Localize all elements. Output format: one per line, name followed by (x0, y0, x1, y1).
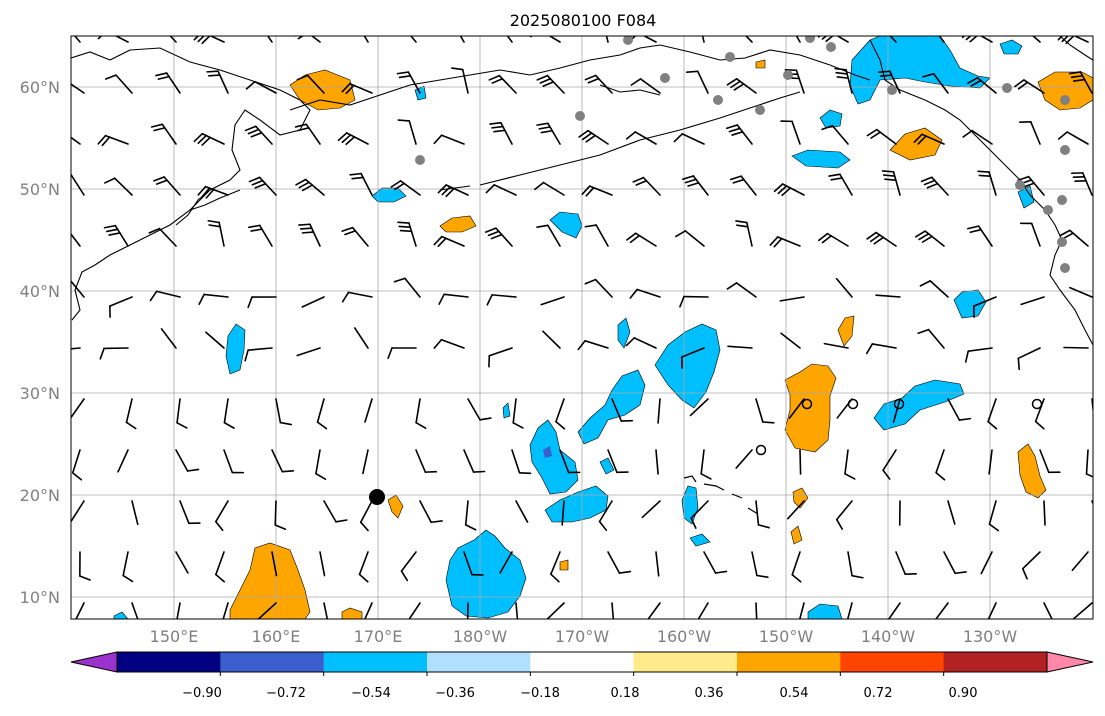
station-dot (1015, 180, 1025, 190)
station-dot (805, 33, 815, 43)
station-dot (1002, 83, 1012, 93)
wind-barb (800, 450, 801, 474)
station-dot (575, 111, 585, 121)
colorbar-ticks: −0.90 −0.72 −0.54 −0.36 −0.18 0.18 0.36 … (182, 686, 977, 701)
positive-field (560, 560, 568, 570)
lat-label: 30°N (20, 384, 60, 403)
wind-barb (1044, 501, 1045, 525)
longitude-axis: 150°E 160°E 170°E 180°W 170°W 160°W 150°… (150, 627, 1018, 646)
station-dot (713, 95, 723, 105)
colorbar-tick-label: 0.18 (611, 686, 640, 701)
colorbar-segment (220, 652, 324, 672)
lon-label: 170°E (354, 627, 403, 646)
colorbar-segment (634, 652, 738, 672)
lon-label: 180°W (453, 627, 508, 646)
colorbar-tick-label: 0.72 (864, 686, 893, 701)
station-dot (1060, 263, 1070, 273)
colorbar-segment (944, 652, 1048, 672)
lat-label: 40°N (20, 282, 60, 301)
colorbar-segment (530, 652, 634, 672)
lat-label: 20°N (20, 486, 60, 505)
wind-barb (756, 603, 757, 627)
colorbar-tick-label: −0.90 (182, 686, 222, 701)
lon-label: 160°E (252, 627, 301, 646)
colorbar-segment (737, 652, 841, 672)
wind-barb (1064, 347, 1088, 348)
colorbar-tick-label: 0.36 (695, 686, 724, 701)
colorbar-tick-label: −0.72 (266, 686, 306, 701)
lon-label: 130°W (963, 627, 1018, 646)
colorbar-tick-label: −0.36 (435, 686, 475, 701)
station-dot (1043, 205, 1053, 215)
station-dot (725, 52, 735, 62)
station-dot (1060, 145, 1070, 155)
station-dot (660, 73, 670, 83)
colorbar-extend-left (71, 652, 117, 672)
colorbar-segment (117, 652, 221, 672)
station-dot-large (369, 489, 385, 505)
station-dot (1060, 95, 1070, 105)
lat-label: 60°N (20, 78, 60, 97)
colorbar-tick-label: 0.54 (780, 686, 809, 701)
station-dot (1057, 237, 1067, 247)
positive-field (785, 364, 836, 452)
station-dot (826, 42, 836, 52)
colorbar-tick-label: 0.90 (949, 686, 978, 701)
lon-label: 170°W (555, 627, 610, 646)
colorbar (71, 652, 1093, 676)
lat-label: 10°N (20, 588, 60, 607)
colorbar-segment (427, 652, 531, 672)
colorbar-extend-right (1047, 652, 1093, 672)
colorbar-segment (840, 652, 944, 672)
colorbar-tick-label: −0.18 (520, 686, 560, 701)
map-title: 2025080100 F084 (510, 11, 657, 30)
station-dot (755, 105, 765, 115)
colorbar-segment (324, 652, 428, 672)
lon-label: 150°W (759, 627, 814, 646)
station-dot (1057, 195, 1067, 205)
lon-label: 140°W (861, 627, 916, 646)
lon-label: 160°W (657, 627, 712, 646)
latitude-axis: 60°N 50°N 40°N 30°N 20°N 10°N (20, 78, 60, 607)
colorbar-tick-label: −0.54 (351, 686, 391, 701)
station-dot (783, 70, 793, 80)
station-dot (415, 155, 425, 165)
station-dot (887, 85, 897, 95)
lat-label: 50°N (20, 180, 60, 199)
wind-barb (1092, 501, 1105, 523)
lon-label: 150°E (150, 627, 199, 646)
